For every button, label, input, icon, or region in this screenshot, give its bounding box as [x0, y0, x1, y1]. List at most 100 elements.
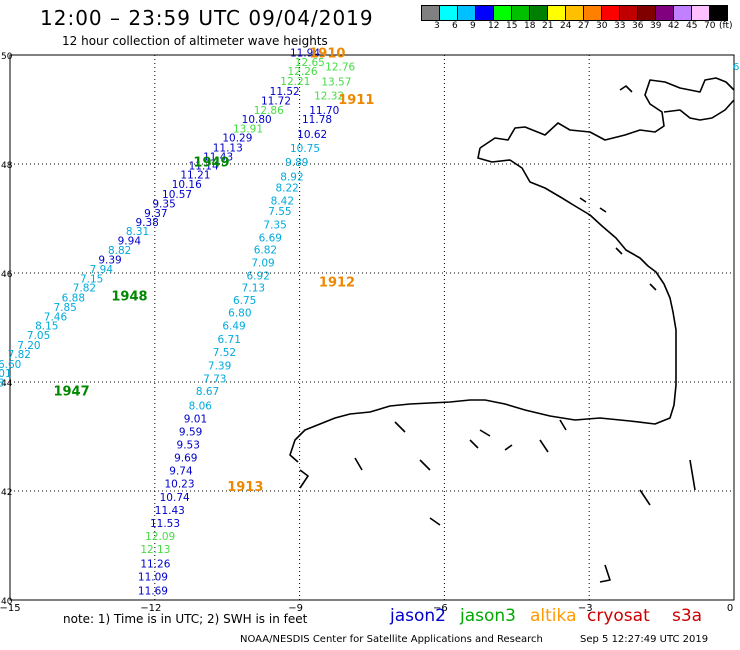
coast-bay-of-biscay	[289, 147, 677, 463]
legend-label: 36	[632, 21, 644, 31]
wave-height-value: 9.94	[118, 236, 142, 248]
wave-height-value: 8.67	[196, 386, 219, 398]
wave-height-value: 10.16	[172, 179, 202, 191]
legend-swatch	[709, 5, 728, 21]
mission-jason3: jason3	[460, 606, 516, 626]
wave-height-value: 12.13	[140, 544, 170, 556]
wave-height-value: 7.39	[208, 360, 231, 372]
pass-number: 1947	[53, 385, 89, 400]
wave-height-value: 9.01	[184, 413, 207, 425]
wave-height-value: 7.52	[213, 347, 236, 359]
wave-height-value: 8.15	[35, 321, 58, 333]
wave-height-value: 9.38	[135, 217, 158, 229]
pass-number: 1949	[193, 156, 229, 171]
wave-height-value: 11.43	[203, 152, 233, 164]
y-tick-label: 46	[1, 270, 13, 280]
axis-ticks: −15 −12 −9 −6 −3 0 40 42 44 46 48 50	[0, 52, 733, 614]
legend-label: 9	[470, 21, 476, 31]
wave-height-value: 11.53	[150, 518, 180, 530]
coastline	[289, 77, 735, 583]
wave-height-value: 13.57	[321, 77, 351, 89]
wave-height-value: 11.69	[138, 586, 168, 598]
wave-height-value: 7.55	[268, 206, 291, 218]
wave-height-value: 12.09	[145, 531, 175, 543]
wave-height-value: 7.09	[251, 257, 274, 269]
wave-height-value: 9.74	[169, 466, 193, 478]
wave-height-value: 12.86	[254, 105, 284, 117]
wave-height-value: 12.65	[295, 57, 325, 69]
wave-height-value: 7.20	[17, 340, 40, 352]
wave-height-value: 8.22	[275, 182, 298, 194]
mission-cryosat: cryosat	[587, 606, 650, 626]
y-tick-label: 42	[1, 488, 12, 498]
wave-height-value: 7.35	[263, 219, 286, 231]
generation-timestamp: Sep 5 12:27:49 UTC 2019	[580, 634, 709, 645]
coast-galicia-fragments	[299, 419, 696, 583]
x-tick-label: −12	[140, 603, 161, 614]
wave-height-value: 6.71	[218, 334, 241, 346]
mission-altika: altika	[530, 606, 577, 626]
x-tick-label: −6	[433, 603, 448, 614]
legend-label: 27	[578, 21, 590, 31]
wave-height-value: 10.57	[162, 189, 192, 201]
wave-height-value: 6.49	[222, 321, 245, 333]
wave-height-value: 7.13	[242, 283, 265, 295]
y-tick-label: 50	[1, 52, 13, 62]
legend-label: 70	[704, 21, 716, 31]
wave-height-value: 11.43	[155, 505, 185, 517]
wave-height-value: 10.80	[242, 114, 272, 126]
wave-height-value: 8.82	[108, 245, 131, 257]
wave-height-value: 11.26	[140, 558, 170, 570]
wave-height-value: 10.62	[297, 129, 327, 141]
wave-height-value: 7.01	[0, 368, 12, 380]
legend-label: 3	[434, 21, 440, 31]
pass-number: 1910	[309, 47, 345, 62]
wave-height-value: 10.75	[290, 143, 320, 155]
wave-height-value: 10.74	[160, 492, 190, 504]
wave-height-value: 13.91	[233, 123, 263, 135]
y-tick-label: 44	[1, 379, 13, 389]
map-subtitle: 12 hour collection of altimeter wave hei…	[62, 34, 328, 48]
wave-height-value: 6.80	[228, 308, 251, 320]
legend-label: 33	[614, 21, 626, 31]
wave-height-value: 8.92	[280, 171, 303, 183]
wave-height-value: 8.42	[271, 195, 294, 207]
wave-height-value: 11.94	[290, 48, 320, 60]
legend-label: 15	[506, 21, 518, 31]
wave-height-value: 6.69	[259, 232, 282, 244]
wave-height-value: 11.14	[189, 160, 219, 172]
legend-label: 6	[452, 21, 458, 31]
wave-height-value: 9.35	[152, 199, 175, 211]
wave-height-value: 7.94	[90, 264, 114, 276]
pass-number: 1948	[111, 289, 147, 304]
legend-label: 30	[596, 21, 608, 31]
y-tick-label: 40	[1, 597, 13, 607]
wave-height-value: 11.13	[213, 142, 243, 154]
edge-fragment: 6	[733, 62, 740, 73]
wave-height-value: 10.23	[164, 479, 194, 491]
pass-number-labels: 1910 1911 1949 1912 1948 1913 1947	[53, 47, 374, 495]
wave-height-value: 11.72	[261, 96, 291, 108]
wave-height-value: 11.78	[302, 114, 332, 126]
wave-height-value: 11.21	[180, 170, 210, 182]
x-tick-label: 0	[727, 603, 733, 614]
wave-height-value: 7.73	[203, 374, 226, 386]
legend-label: 12	[488, 21, 500, 31]
legend-label: 39	[650, 21, 662, 31]
coast-channel-islands	[579, 85, 657, 291]
wave-height-value: 11.52	[270, 86, 300, 98]
pass-number: 1911	[338, 93, 374, 108]
wave-height-value: 6.88	[62, 292, 85, 304]
wave-height-value: 9.89	[285, 157, 308, 169]
wave-height-value: 8.31	[126, 226, 149, 238]
y-tick-label: 48	[1, 161, 13, 171]
wave-height-value: 7.05	[27, 330, 50, 342]
legend-label: 24	[560, 21, 572, 31]
legend-label: 21	[542, 21, 554, 31]
mission-s3a: s3a	[672, 606, 703, 626]
wave-height-value: 7.98	[0, 377, 4, 389]
lat-lon-grid	[10, 55, 734, 600]
pass-number: 1912	[319, 276, 355, 291]
wave-height-value: 6.92	[247, 271, 270, 283]
